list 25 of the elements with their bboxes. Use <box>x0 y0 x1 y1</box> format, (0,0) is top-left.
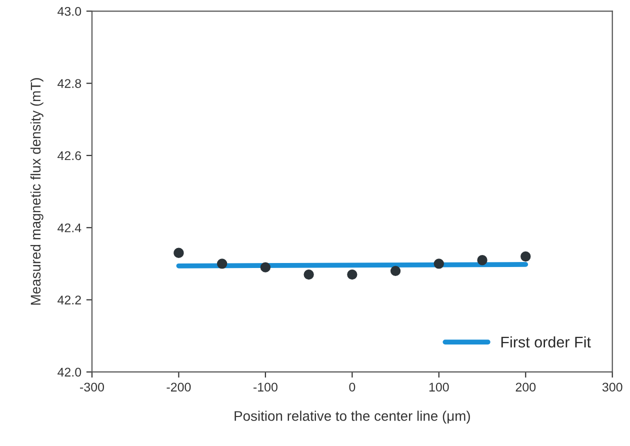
y-tick-label: 42.4 <box>58 223 82 232</box>
x-tick-label: 100 <box>429 382 449 392</box>
x-tick-label: 0 <box>349 382 356 392</box>
y-tick-label: 42.8 <box>58 79 82 88</box>
y-tick-label: 42.2 <box>58 296 81 304</box>
x-tick-label: 200 <box>516 382 536 392</box>
point <box>390 266 401 276</box>
point <box>434 258 444 269</box>
legend-label: First order Fit <box>501 336 591 348</box>
point <box>174 248 184 258</box>
y-tick-label: 42.6 <box>58 151 82 160</box>
x-tick-label: -100 <box>253 382 278 392</box>
x-axis-title: Position relative to the center line (μm) <box>234 410 470 424</box>
point <box>477 255 488 266</box>
y-axis-title: Measured magnetic flux density (mT) <box>30 78 44 305</box>
point <box>520 251 531 262</box>
point <box>304 269 314 280</box>
point <box>260 262 271 272</box>
y-tick-label: 42.0 <box>58 368 82 377</box>
x-tick-label: 300 <box>602 382 622 392</box>
x-tick-label: -300 <box>80 382 104 392</box>
point <box>347 269 358 280</box>
x-tick-label: -200 <box>166 382 191 392</box>
point <box>216 258 228 269</box>
y-tick-label: 43.0 <box>58 6 82 16</box>
